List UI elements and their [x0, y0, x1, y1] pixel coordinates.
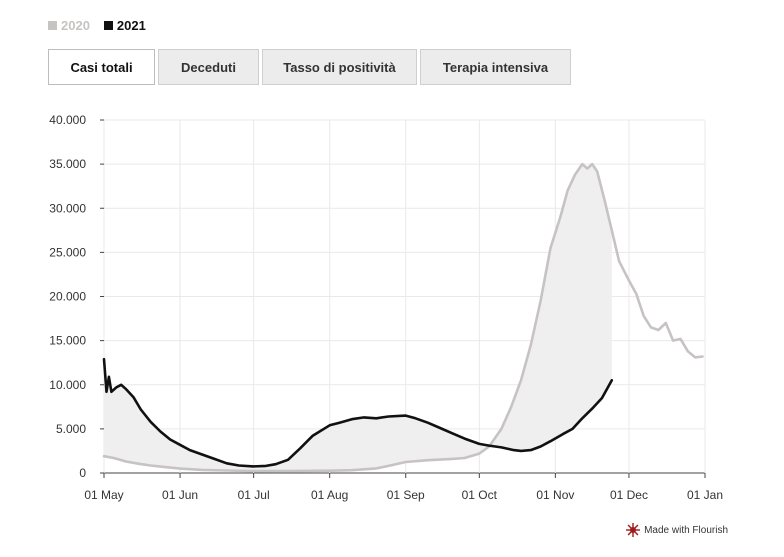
y-tick-label: 15.000 [49, 334, 86, 348]
tab-deceduti[interactable]: Deceduti [158, 49, 259, 85]
tab-tasso-di-positivita[interactable]: Tasso di positività [262, 49, 417, 85]
line-chart: 0 5.000 10.000 15.000 20.000 25.000 30.000 35.0… [49, 113, 723, 502]
x-tick-label: 01 Jan [687, 488, 723, 502]
y-tick-label: 25.000 [49, 245, 86, 259]
chart-area-between [104, 164, 612, 472]
chart-grid [103, 119, 706, 474]
series-line-2020 [102, 162, 704, 473]
y-tick-label: 10.000 [49, 378, 86, 392]
x-tick-label: 01 Sep [387, 488, 425, 502]
x-tick-label: 01 Jul [238, 488, 270, 502]
x-tick-label: 01 Oct [462, 488, 498, 502]
y-tick-label: 20.000 [49, 290, 86, 304]
area-between-series [104, 164, 612, 472]
series-line-2021 [102, 357, 614, 468]
y-tick-label: 0 [79, 466, 86, 480]
flourish-credit-label: Made with Flourish [644, 524, 728, 536]
x-tick-label: 01 May [84, 488, 123, 502]
x-tick-label: 01 Dec [610, 488, 648, 502]
metric-tabs: Casi totali Deceduti Tasso di positività… [48, 49, 571, 85]
x-tick-label: 01 Jun [162, 488, 198, 502]
y-tick-label: 35.000 [49, 157, 86, 171]
y-axis: 0 5.000 10.000 15.000 20.000 25.000 30.000 35.0… [49, 113, 104, 480]
chart-legend: 2020 2021 [48, 18, 146, 33]
legend-item-2020[interactable]: 2020 [48, 18, 90, 33]
flourish-logo-icon [626, 523, 641, 537]
y-tick-label: 40.000 [49, 113, 86, 127]
chart-lines [102, 162, 704, 473]
legend-swatch-2020 [48, 21, 57, 30]
y-tick-label: 30.000 [49, 201, 86, 215]
x-axis: 01 May 01 Jun 01 Jul 01 Aug 01 Sep 01 Oct 01 N… [84, 473, 723, 502]
y-tick-label: 5.000 [56, 422, 86, 436]
tab-casi-totali[interactable]: Casi totali [48, 49, 155, 85]
legend-label-2021: 2021 [116, 18, 146, 33]
flourish-credit[interactable]: Made with Flourish [626, 523, 728, 537]
legend-label-2020: 2020 [61, 18, 90, 33]
tab-terapia-intensiva[interactable]: Terapia intensiva [420, 49, 571, 85]
x-tick-label: 01 Aug [311, 488, 348, 502]
legend-swatch-2021 [103, 21, 113, 30]
legend-item-2021[interactable]: 2021 [103, 18, 146, 33]
x-tick-label: 01 Nov [536, 488, 574, 502]
